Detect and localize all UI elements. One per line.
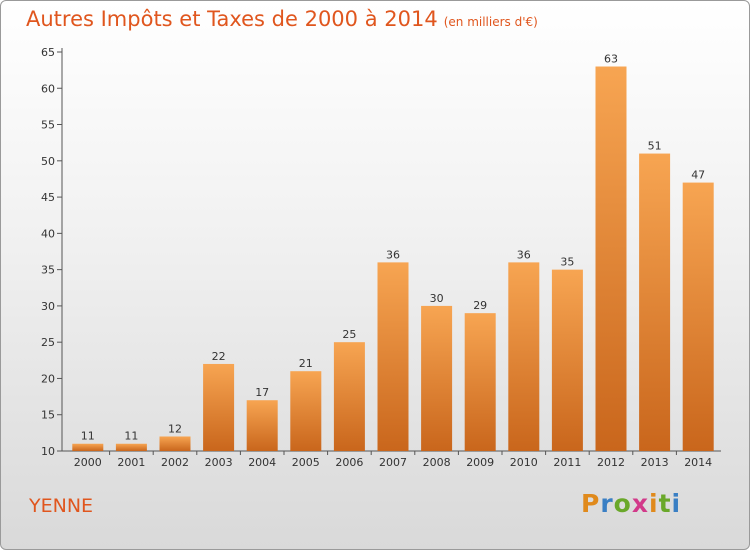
y-tick-label: 40 [41, 227, 55, 240]
data-label: 17 [255, 386, 269, 399]
y-tick-label: 20 [41, 372, 55, 385]
x-tick-label: 2011 [553, 456, 581, 469]
bar [115, 443, 147, 451]
x-tick-label: 2009 [466, 456, 494, 469]
axes: 10 15 20 25 30 35 40 45 50 55 60 65 2000 2001 2002 2003… [41, 46, 721, 469]
bar [72, 443, 104, 451]
x-tick-label: 2006 [335, 456, 363, 469]
x-tick-label: 2007 [379, 456, 407, 469]
bar [595, 66, 627, 451]
chart-title: Autres Impôts et Taxes de 2000 à 2014 (en… [26, 7, 538, 31]
data-label: 11 [81, 430, 95, 443]
y-tick-label: 25 [41, 336, 55, 349]
y-tick-label: 60 [41, 82, 55, 95]
y-tick-label: 50 [41, 155, 55, 168]
title-text: Autres Impôts et Taxes de 2000 à 2014 [26, 7, 438, 31]
data-label: 47 [691, 169, 705, 182]
bar [377, 262, 409, 451]
y-tick-label: 35 [41, 264, 55, 277]
x-tick-label: 2010 [510, 456, 538, 469]
data-label: 25 [342, 328, 356, 341]
y-tick-label: 10 [41, 445, 55, 458]
x-tick-label: 2012 [597, 456, 625, 469]
bar [421, 305, 453, 451]
data-label: 36 [386, 248, 400, 261]
y-tick-label: 45 [41, 191, 55, 204]
x-tick-label: 2005 [292, 456, 320, 469]
data-label: 12 [168, 422, 182, 435]
bar [682, 182, 714, 451]
y-tick-label: 30 [41, 300, 55, 313]
bar [333, 342, 365, 451]
chart-subtitle: (en milliers d'€) [443, 15, 538, 29]
bar [203, 363, 235, 451]
x-tick-label: 2000 [74, 456, 102, 469]
data-label: 30 [430, 292, 444, 305]
bar [246, 400, 278, 451]
proxiti-logo: Proxiti [581, 489, 682, 518]
data-label: 36 [517, 248, 531, 261]
place-name: YENNE [29, 495, 94, 517]
data-label: 51 [648, 140, 662, 153]
bar [290, 371, 322, 451]
x-tick-label: 2008 [423, 456, 451, 469]
data-label: 11 [124, 430, 138, 443]
x-tick-label: 2004 [248, 456, 276, 469]
data-label: 29 [473, 299, 487, 312]
bar [639, 153, 671, 451]
bar [464, 313, 496, 451]
data-label: 35 [560, 256, 574, 269]
data-label: 21 [299, 357, 313, 370]
x-tick-label: 2013 [641, 456, 669, 469]
bar [508, 262, 540, 451]
y-tick-label: 65 [41, 46, 55, 59]
x-tick-label: 2002 [161, 456, 189, 469]
bar [159, 436, 191, 451]
y-tick-label: 55 [41, 119, 55, 132]
x-tick-label: 2014 [684, 456, 712, 469]
data-label: 22 [212, 350, 226, 363]
bar [551, 269, 583, 451]
data-label: 63 [604, 53, 618, 66]
y-tick-label: 15 [41, 409, 55, 422]
bars: 11 11 12 22 17 21 25 36 30 29 36 35 63 51 47 [72, 53, 714, 451]
x-tick-label: 2003 [205, 456, 233, 469]
x-tick-label: 2001 [117, 456, 145, 469]
